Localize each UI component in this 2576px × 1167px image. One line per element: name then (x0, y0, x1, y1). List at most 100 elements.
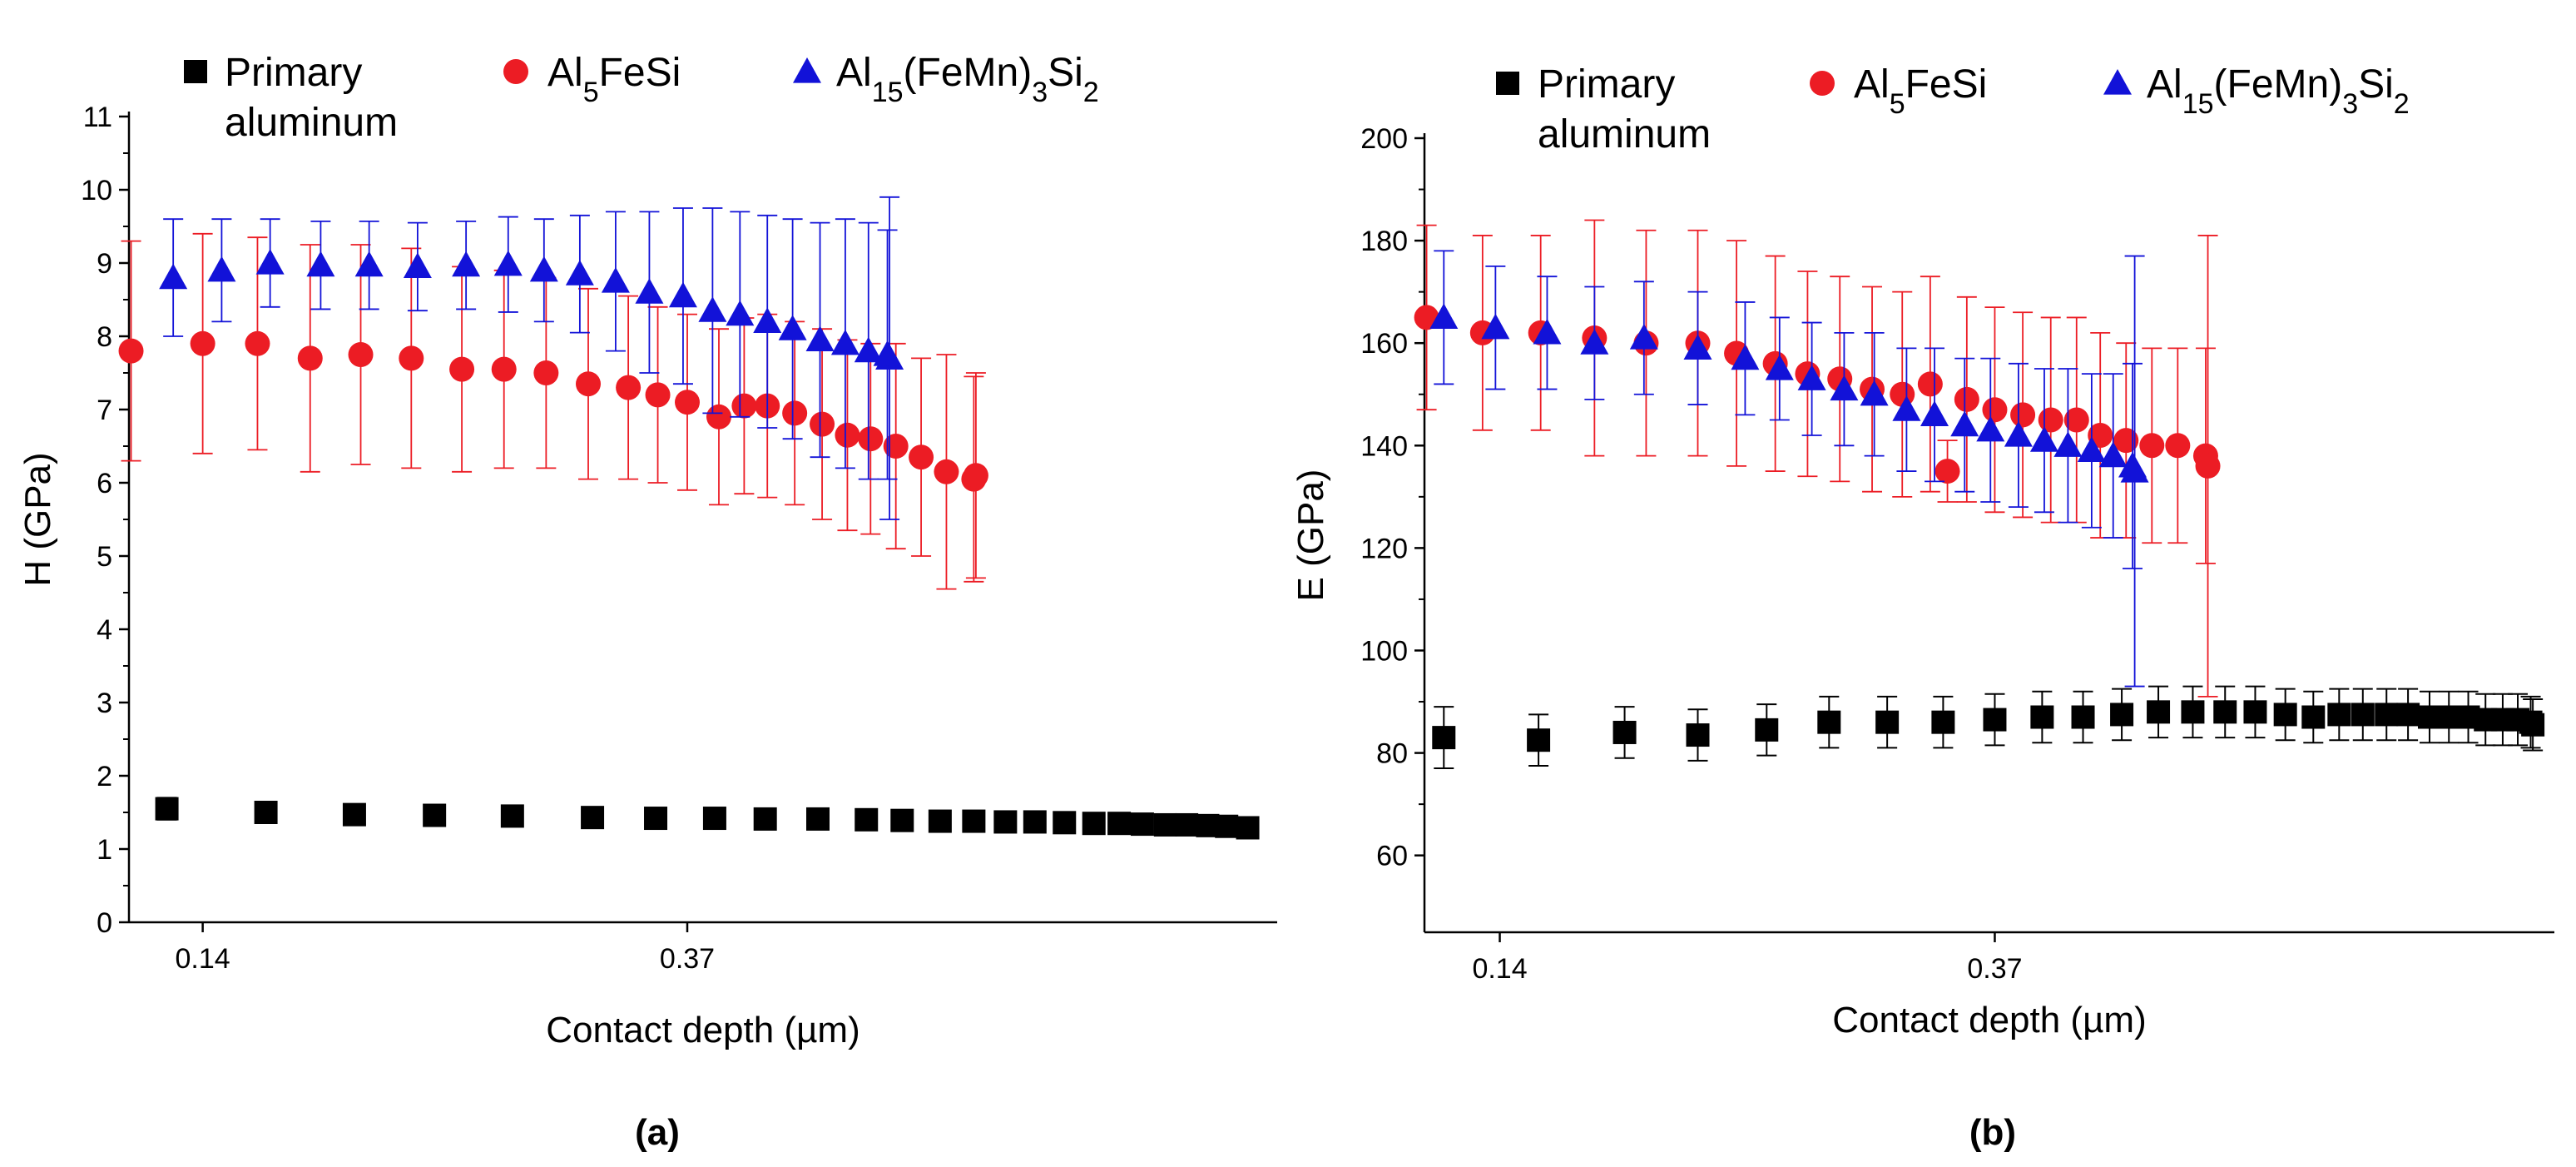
data-point (645, 382, 671, 408)
data-point (2213, 700, 2237, 724)
data-point (565, 260, 594, 286)
legend-marker-0-b (1496, 72, 1519, 95)
data-point (1432, 726, 1456, 750)
data-point (993, 810, 1018, 834)
data-point (635, 278, 664, 304)
data-point (2010, 402, 2036, 428)
data-point (1580, 329, 1609, 355)
data-point (452, 251, 481, 277)
data-point (2375, 703, 2399, 727)
data-point (1175, 812, 1199, 837)
legend-label-2-a: Al15(FeMn)3Si2 (836, 51, 1099, 108)
data-point (1954, 386, 1979, 412)
y-tick-label-a: 1 (97, 834, 112, 866)
data-point (963, 463, 988, 489)
data-point (399, 345, 424, 371)
data-point (1533, 318, 1562, 345)
legend-marker-1-b (1810, 71, 1835, 96)
data-point (1976, 415, 2005, 442)
legend-label-line2-0-b: aluminum (1538, 112, 1711, 156)
y-tick-label-a: 0 (97, 907, 112, 939)
data-point (2147, 700, 2171, 724)
data-point (493, 250, 523, 276)
data-point (1892, 395, 1921, 421)
data-point (1153, 812, 1177, 837)
data-point (1890, 381, 1915, 407)
data-point (118, 338, 144, 364)
series-1-a (118, 232, 988, 590)
data-point (1236, 816, 1260, 840)
y-tick-label-b: 140 (1360, 430, 1408, 462)
x-tick-label-b: 0.37 (1967, 953, 2022, 985)
y-axis-title-b: E (GPa) (1290, 469, 1331, 602)
data-point (1481, 313, 1510, 340)
data-point (1731, 344, 1760, 370)
data-point (601, 267, 630, 293)
data-point (255, 249, 285, 275)
data-point (928, 809, 952, 833)
data-point (1686, 723, 1710, 747)
data-point (753, 307, 782, 333)
data-point (2327, 703, 2351, 727)
data-point (616, 375, 642, 400)
data-point (702, 807, 726, 831)
data-point (1817, 710, 1841, 734)
data-point (1797, 365, 1826, 390)
data-point (668, 281, 697, 308)
data-point (342, 802, 366, 827)
legend-marker-2-b (2103, 69, 2132, 95)
data-point (806, 807, 830, 831)
data-point (2110, 703, 2134, 727)
y-axis-title-a: H (GPa) (17, 452, 58, 586)
y-tick-label-a: 6 (97, 468, 112, 499)
data-point (830, 329, 859, 355)
y-tick-label-b: 100 (1360, 635, 1408, 667)
chart-panel-b: 60 80 100 120 140 160 180 200 0.14 0.37 Contact de… (1290, 62, 2554, 1153)
x-tick-label-a: 0.37 (660, 943, 715, 975)
y-tick-label-a: 4 (97, 614, 112, 646)
y-tick-label-b: 120 (1360, 533, 1408, 564)
y-tick-label-a: 11 (83, 102, 112, 133)
data-point (962, 809, 986, 833)
data-point (1765, 354, 1794, 380)
data-point (805, 325, 835, 351)
data-point (782, 400, 808, 426)
y-tick-label-b: 60 (1376, 841, 1408, 872)
data-point (1920, 400, 1949, 426)
x-tick-label-a: 0.14 (176, 943, 230, 975)
y-tick-label-b: 180 (1360, 226, 1408, 257)
data-point (581, 806, 605, 830)
data-point (1683, 334, 1712, 360)
data-point (2396, 703, 2420, 727)
data-point (698, 296, 727, 322)
data-point (706, 404, 731, 430)
x-tick-label-b: 0.14 (1472, 953, 1527, 985)
y-tick-label-a: 3 (97, 688, 112, 719)
data-point (1527, 728, 1551, 752)
data-point (1875, 710, 1900, 734)
data-point (2195, 453, 2221, 479)
data-point (1215, 814, 1239, 838)
data-point (207, 256, 236, 282)
data-point (354, 251, 384, 277)
series-0-a (155, 797, 1260, 840)
data-point (297, 345, 323, 371)
data-point (854, 336, 883, 363)
data-point (1982, 397, 2008, 423)
data-point (778, 315, 807, 340)
data-point (2053, 431, 2083, 457)
data-point (810, 411, 835, 437)
data-point (890, 808, 914, 832)
legend-label-line2-0-a: aluminum (225, 101, 398, 145)
data-point (1612, 720, 1637, 744)
data-point (1755, 718, 1779, 742)
legend-marker-1-a (503, 59, 528, 84)
data-point (1931, 710, 1955, 734)
data-point (449, 356, 475, 382)
legend-label-0-b: Primary (1538, 62, 1675, 107)
data-point (2004, 420, 2033, 447)
data-point (423, 803, 447, 827)
data-point (2165, 433, 2191, 459)
data-point (1429, 303, 1459, 330)
data-point (1983, 708, 2007, 732)
